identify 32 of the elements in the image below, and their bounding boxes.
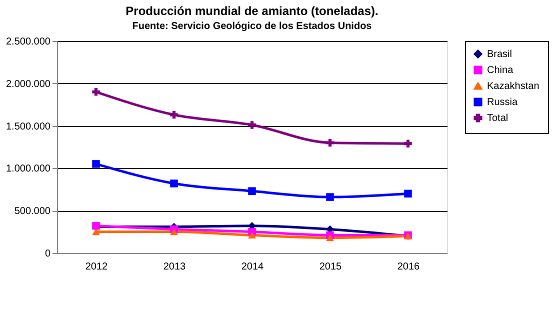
- point: [404, 190, 412, 198]
- legend-label: Brasil: [487, 49, 512, 60]
- legend-label: Kazakhstan: [487, 81, 540, 92]
- y-tick-label: 2.000.000: [6, 78, 51, 90]
- point: [170, 228, 178, 236]
- legend-label: China: [487, 65, 514, 76]
- point: [248, 187, 256, 195]
- point: [170, 180, 178, 188]
- x-tick-label: 2016: [397, 262, 420, 272]
- x-tick-label: 2014: [241, 262, 264, 272]
- x-tick-label: 2012: [85, 262, 108, 272]
- point: [92, 228, 100, 236]
- x-tick-label: 2015: [319, 262, 342, 272]
- point: [326, 193, 334, 201]
- chart-title: Producción mundial de amianto (toneladas).: [126, 4, 378, 18]
- y-tick-label: 2.500.000: [6, 36, 51, 48]
- point: [248, 121, 256, 129]
- x-tick-label: 2013: [163, 262, 186, 272]
- y-tick-label: 500.000: [14, 206, 51, 218]
- point: [248, 232, 256, 239]
- y-tick-label: 1.000.000: [6, 164, 51, 175]
- point: [170, 110, 178, 119]
- point: [404, 140, 412, 148]
- legend-label: Total: [487, 113, 508, 124]
- legend-label: Russia: [487, 97, 518, 108]
- point: [326, 138, 334, 147]
- point: [92, 160, 100, 168]
- y-tick-label: 0: [44, 248, 51, 260]
- chart-subtitle: Fuente: Servicio Geológico de los Estados Unidos: [132, 21, 372, 32]
- y-tick-label: 1.500.000: [6, 121, 51, 132]
- point: [92, 88, 100, 96]
- point: [326, 234, 334, 242]
